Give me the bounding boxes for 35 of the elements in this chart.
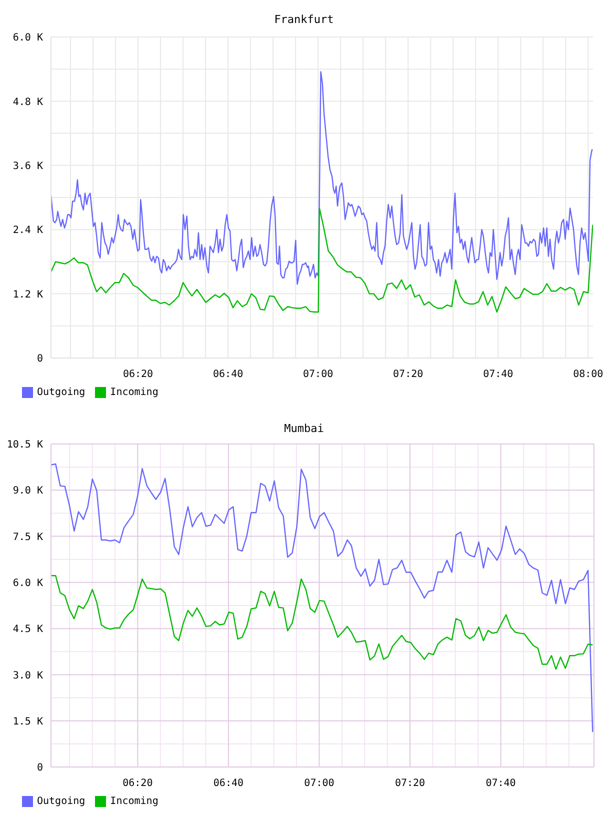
line-series: [51, 463, 594, 733]
y-tick-label: 3.0 K: [12, 670, 43, 682]
y-tick-label: 3.6 K: [12, 160, 43, 172]
x-tick-label: 06:40: [213, 778, 244, 790]
y-tick-label: 2.4 K: [12, 225, 43, 236]
y-tick-label: 6.0 K: [12, 32, 43, 44]
legend-label: Outgoing: [37, 387, 86, 398]
line-series: [51, 575, 594, 670]
x-tick-label: 07:00: [304, 778, 334, 790]
chart-title: Frankfurt: [273, 13, 335, 27]
y-tick-label: 10.5 K: [6, 440, 43, 451]
y-tick-label: 9.0 K: [12, 486, 43, 497]
y-tick-label: 1.2 K: [12, 289, 43, 300]
y-tick-label: 4.5 K: [12, 624, 43, 636]
x-tick-label: 07:40: [483, 369, 514, 380]
x-tick-label: 08:00: [573, 369, 604, 380]
x-tick-label: 07:20: [393, 369, 424, 380]
line-series: [51, 71, 593, 285]
y-tick-label: 0: [36, 762, 43, 774]
chart-title: Mumbai: [283, 422, 325, 436]
y-tick-label: 4.8 K: [12, 96, 43, 108]
x-tick-label: 06:20: [122, 778, 153, 790]
legend-label: Incoming: [110, 387, 158, 398]
x-tick-label: 06:20: [122, 369, 154, 380]
x-tick-label: 06:40: [213, 369, 244, 380]
y-tick-label: 7.5 K: [12, 532, 43, 543]
x-tick-label: 07:20: [394, 778, 426, 790]
line-series: [51, 208, 593, 313]
y-tick-label: 0: [36, 354, 43, 365]
legend-label: Outgoing: [37, 796, 86, 807]
y-tick-label: 1.5 K: [12, 716, 43, 728]
legend-label: Incoming: [110, 796, 158, 807]
x-tick-label: 07:00: [303, 369, 334, 380]
x-tick-label: 07:40: [486, 778, 516, 790]
y-tick-label: 6.0 K: [12, 578, 43, 589]
